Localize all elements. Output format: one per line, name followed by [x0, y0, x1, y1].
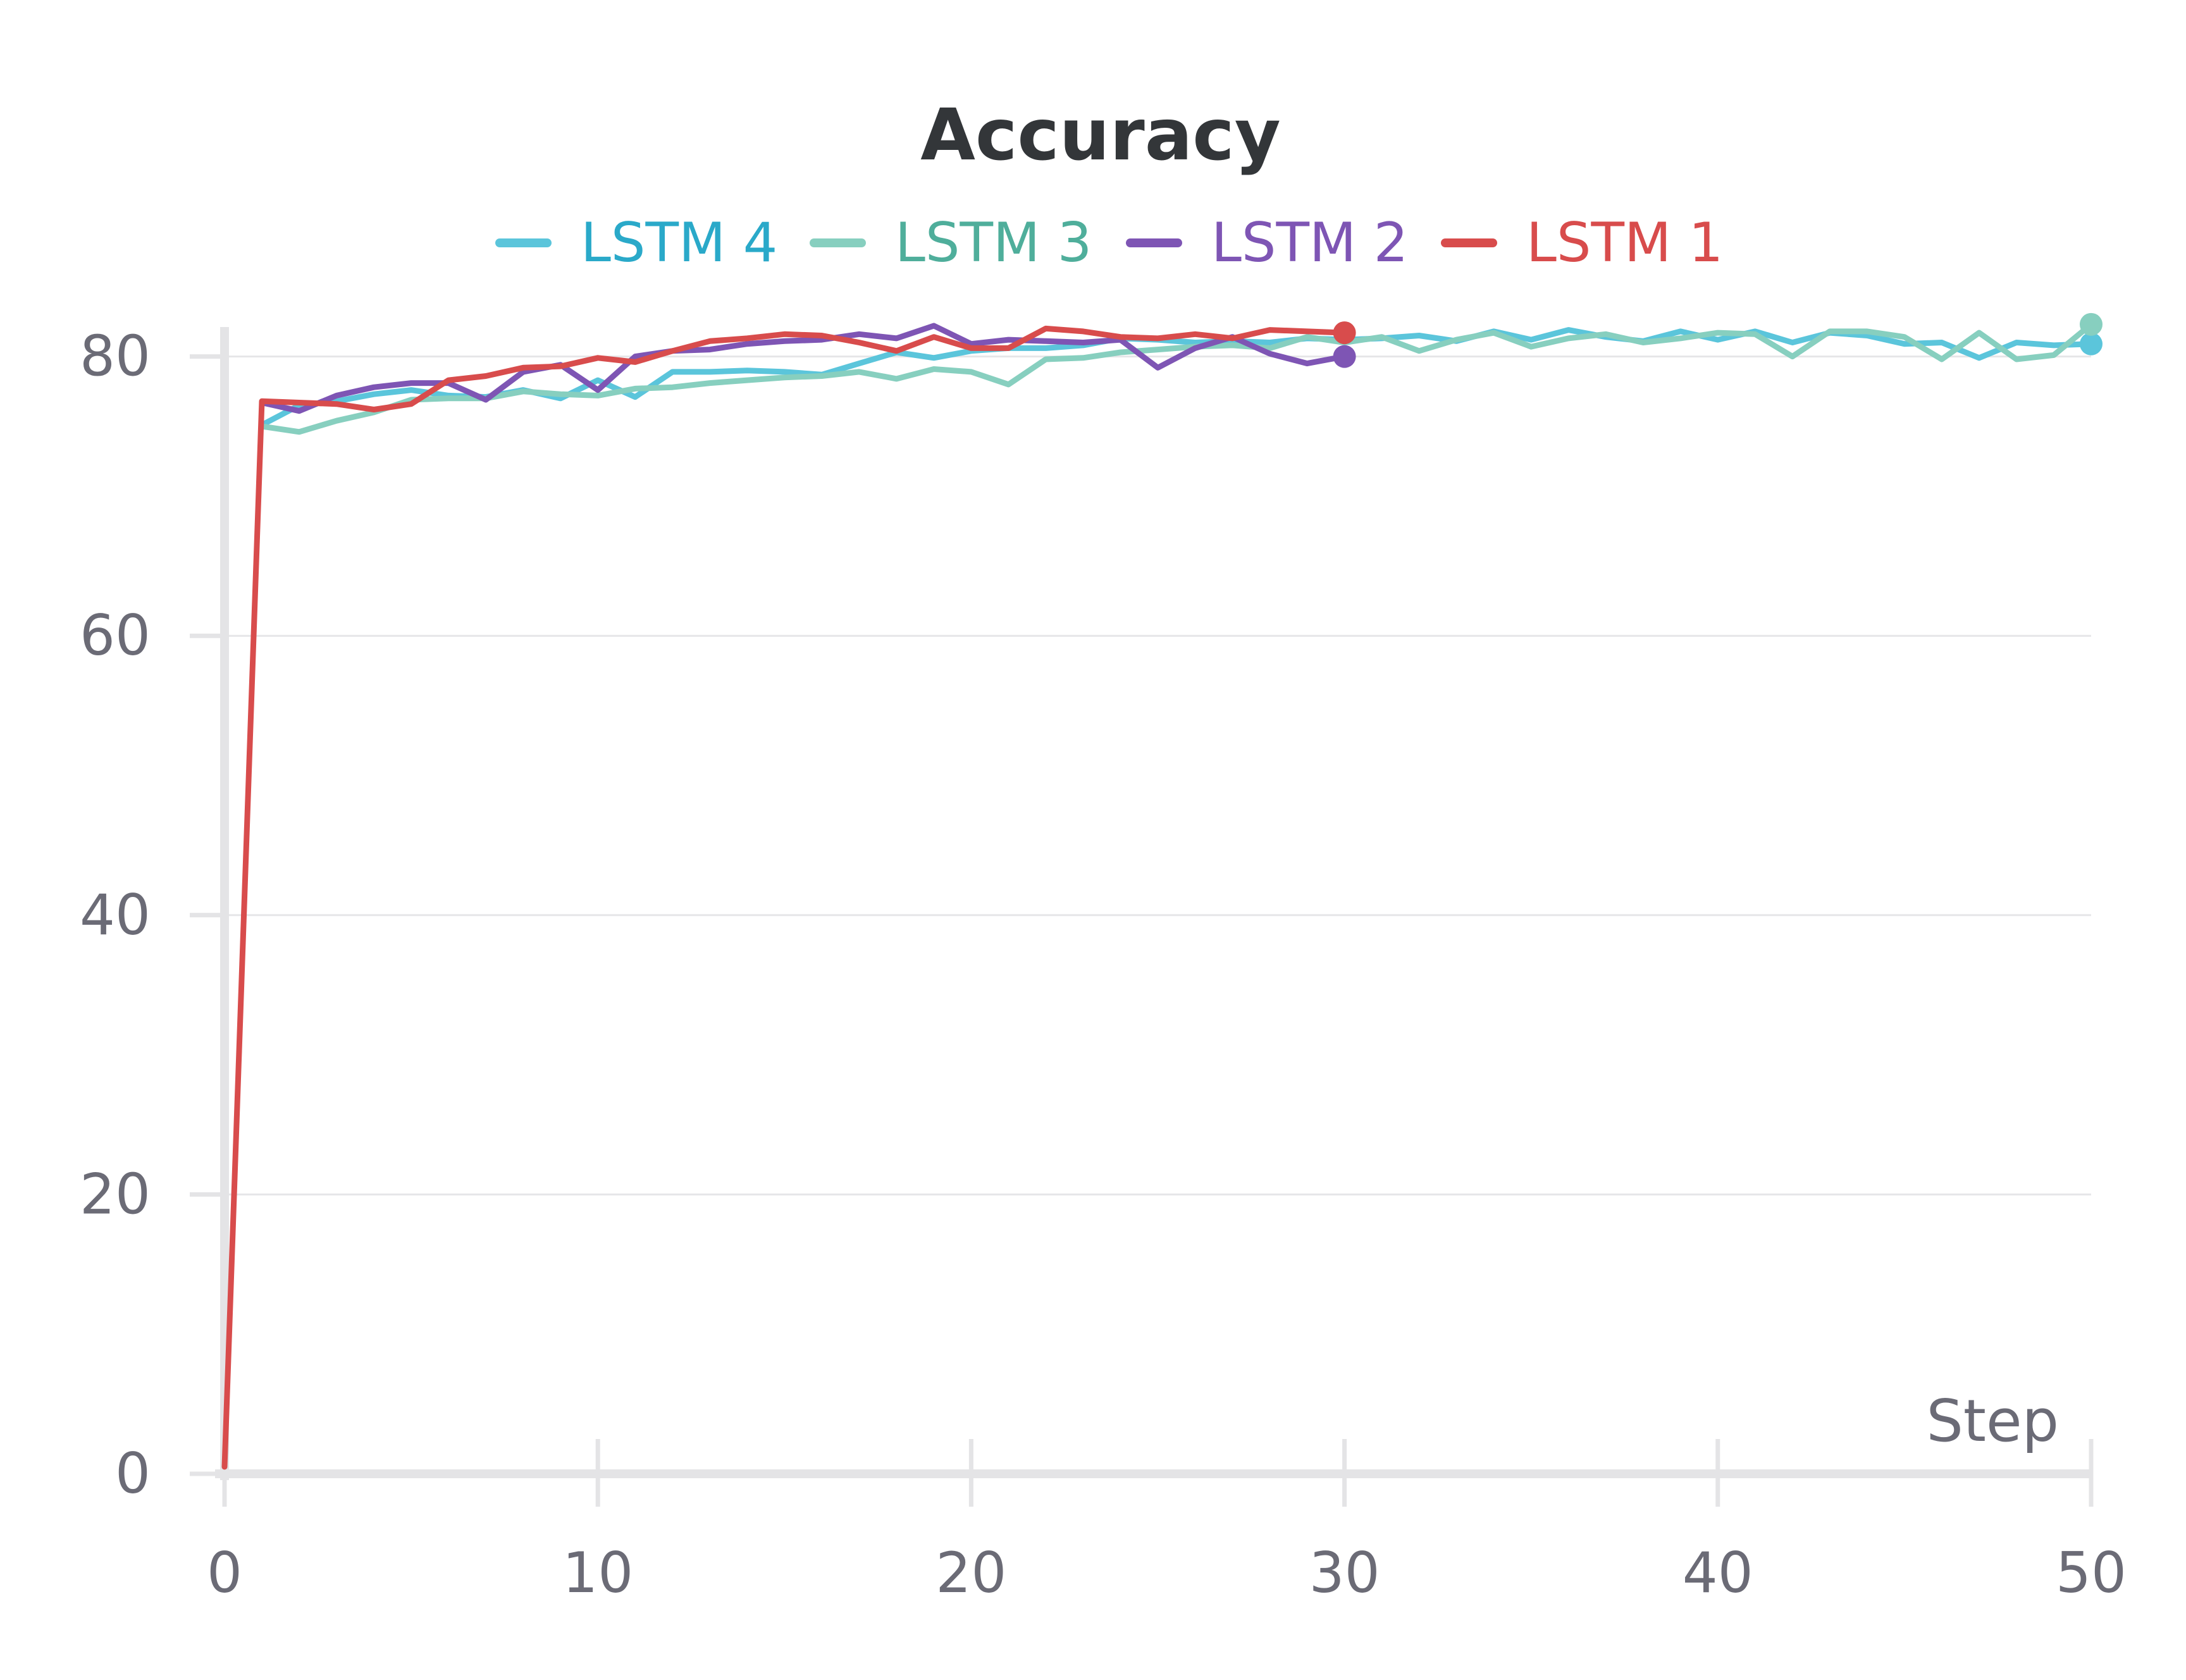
series-lines	[221, 321, 2094, 1470]
series-line-lstm-4	[259, 327, 2094, 428]
x-tick-label: 0	[207, 1540, 242, 1605]
legend-label: LSTM 3	[895, 211, 1092, 275]
series-endpoint-lstm-1	[1333, 321, 1356, 345]
x-ticks: 0 10 20 30 40 50	[207, 1439, 2127, 1605]
legend-item-1: LSTM 4	[495, 211, 777, 275]
y-tick-label: 20	[80, 1161, 151, 1226]
series-line-lstm-1	[221, 325, 1348, 1470]
series-line-lstm-3	[259, 321, 2094, 435]
x-tick-label: 40	[1683, 1540, 1753, 1605]
x-tick-label: 20	[936, 1540, 1006, 1605]
y-tick-label: 60	[80, 603, 151, 668]
chart-title: Accuracy	[920, 94, 1280, 176]
y-tick-label: 40	[80, 882, 151, 948]
series-endpoint-lstm-2	[1333, 345, 1356, 368]
legend-item-4: LSTM 1	[1441, 211, 1723, 275]
legend-label: LSTM 2	[1211, 211, 1408, 275]
legend-label: LSTM 4	[581, 211, 777, 275]
legend-item-3: LSTM 2	[1126, 211, 1408, 275]
y-ticks: 0 20 40 60 80	[80, 324, 225, 1506]
axes	[215, 327, 2091, 1480]
series-endpoint-lstm-3	[2080, 312, 2103, 336]
y-tick-label: 80	[80, 324, 151, 389]
x-tick-label: 50	[2056, 1540, 2127, 1605]
x-tick-label: 10	[562, 1540, 633, 1605]
legend-item-2: LSTM 3	[810, 211, 1092, 275]
legend-label: LSTM 1	[1526, 211, 1723, 275]
x-tick-label: 30	[1309, 1540, 1380, 1605]
legend: LSTM 4 LSTM 3 LSTM 2 LSTM 1	[495, 211, 1723, 275]
series-endpoint-lstm-4	[2080, 332, 2103, 355]
x-axis-label: Step	[1927, 1387, 2059, 1455]
series-endpoints	[1333, 312, 2103, 368]
grid-lines	[225, 355, 2091, 1195]
y-tick-label: 0	[115, 1441, 151, 1506]
